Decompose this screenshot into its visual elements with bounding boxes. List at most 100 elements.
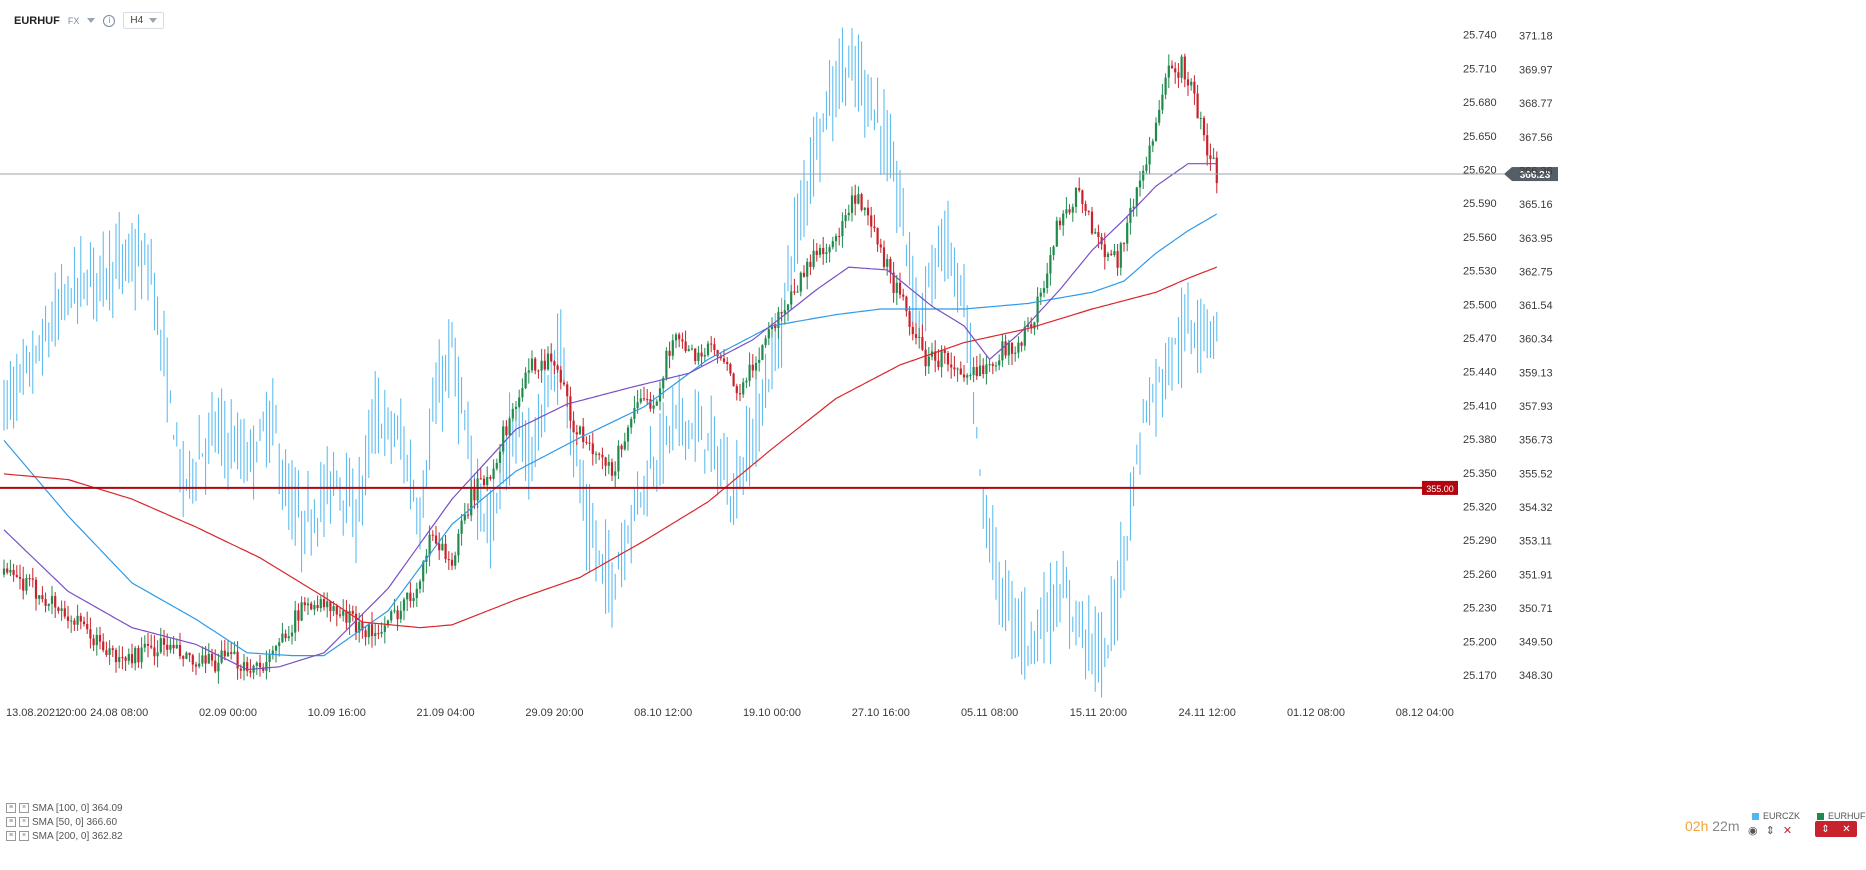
eurhuf-candle xyxy=(905,296,908,312)
eurhuf-candle xyxy=(652,405,655,409)
eurhuf-candle xyxy=(678,334,681,340)
eurhuf-candle xyxy=(886,258,889,267)
close-icon[interactable]: × xyxy=(19,817,29,827)
eurhuf-candle xyxy=(767,329,770,339)
eurhuf-controls[interactable]: ⇕ ✕ xyxy=(1815,821,1857,837)
eurhuf-candle xyxy=(137,647,140,663)
settings-icon[interactable]: ≡ xyxy=(6,831,16,841)
eurhuf-candle xyxy=(1020,342,1023,346)
eurhuf-candle xyxy=(473,488,476,501)
eurhuf-candle xyxy=(806,261,809,277)
eurhuf-candle xyxy=(998,360,1001,366)
eurhuf-candle xyxy=(1148,145,1151,165)
eurhuf-candle xyxy=(569,396,572,421)
eurhuf-candle xyxy=(431,534,434,536)
eurhuf-candle xyxy=(393,610,396,612)
legend-sma200: SMA [200, 0] 362.82 xyxy=(32,830,123,842)
eurhuf-candle xyxy=(274,646,278,651)
eurhuf-candle xyxy=(799,272,802,292)
eurhuf-candle xyxy=(908,311,911,327)
eurhuf-candle xyxy=(246,662,249,672)
eurhuf-candle xyxy=(550,353,553,362)
eurhuf-candle xyxy=(281,633,284,643)
eurhuf-candle xyxy=(914,334,918,338)
eurhuf-candle xyxy=(191,655,194,665)
eurhuf-candle xyxy=(710,343,713,345)
y-right-tick-label: 353.11 xyxy=(1519,536,1552,548)
eurhuf-candle xyxy=(582,426,585,443)
eurhuf-candle xyxy=(63,608,66,617)
eurhuf-candle xyxy=(783,310,786,314)
eurhuf-candle xyxy=(943,350,946,353)
chevron-down-icon[interactable] xyxy=(87,18,96,23)
eurhuf-candle xyxy=(34,579,38,599)
x-tick-label: 19.10 00:00 xyxy=(743,707,801,719)
eurhuf-candle xyxy=(12,570,15,576)
eurhuf-candle xyxy=(79,615,82,622)
settings-icon[interactable]: ≡ xyxy=(6,817,16,827)
close-icon[interactable]: × xyxy=(19,831,29,841)
eurhuf-candle xyxy=(306,603,310,606)
legend-row-sma50[interactable]: ≡ × SMA [50, 0] 366.60 xyxy=(6,815,123,829)
eurhuf-candle xyxy=(1142,170,1145,181)
info-icon[interactable]: i xyxy=(103,14,116,27)
y-left-tick-label: 25.260 xyxy=(1463,569,1497,581)
eurhuf-candle xyxy=(18,576,22,579)
eurhuf-candle xyxy=(895,282,898,293)
y-left-tick-label: 25.320 xyxy=(1463,502,1497,514)
symbol-label[interactable]: EURHUF xyxy=(14,14,60,27)
eurhuf-candle xyxy=(6,568,9,573)
eurhuf-candle xyxy=(956,368,959,370)
eurhuf-candle xyxy=(748,364,751,381)
eurhuf-candle xyxy=(1122,243,1126,245)
eurhuf-candle xyxy=(447,559,450,561)
settings-icon[interactable]: ≡ xyxy=(6,803,16,813)
close-icon[interactable]: ✕ xyxy=(1842,823,1851,835)
eurhuf-candle xyxy=(1004,341,1007,356)
eurhuf-candle xyxy=(1170,65,1174,69)
eurhuf-candle xyxy=(454,555,457,566)
y-left-tick-label: 25.620 xyxy=(1463,165,1497,177)
eurhuf-candle xyxy=(524,372,527,389)
eurhuf-candle xyxy=(818,248,822,255)
eurhuf-candle xyxy=(358,621,361,633)
series-label-eurczk: EURCZK xyxy=(1763,811,1801,821)
eurhuf-candle xyxy=(354,613,358,633)
x-tick-label: 10.09 16:00 xyxy=(308,707,366,719)
x-tick-label: 20:00 xyxy=(59,707,87,719)
eurhuf-candle xyxy=(646,399,649,401)
sort-icon[interactable]: ⇕ xyxy=(1765,825,1775,837)
y-right-tick-label: 354.32 xyxy=(1519,502,1553,514)
y-right-tick-label: 369.97 xyxy=(1519,65,1553,77)
eurhuf-candle xyxy=(383,625,386,632)
eurhuf-candle xyxy=(742,382,745,395)
eurhuf-candle xyxy=(812,250,815,267)
eurhuf-candle xyxy=(1113,251,1116,255)
close-icon[interactable]: ✕ xyxy=(1782,825,1793,837)
legend-sma100: SMA [100, 0] 364.09 xyxy=(32,802,123,814)
eurhuf-candle xyxy=(1174,68,1177,73)
eurhuf-candle xyxy=(633,407,636,419)
y-right-tick-label: 366.36 xyxy=(1519,165,1553,177)
eye-icon[interactable]: ◉ xyxy=(1748,825,1758,837)
eurhuf-candle xyxy=(1074,188,1078,207)
eurhuf-candle xyxy=(242,662,246,671)
eurhuf-candle xyxy=(700,352,703,357)
legend-row-sma200[interactable]: ≡ × SMA [200, 0] 362.82 xyxy=(6,829,123,843)
legend-row-sma100[interactable]: ≡ × SMA [100, 0] 364.09 xyxy=(6,801,123,815)
eurhuf-candle xyxy=(1042,288,1046,293)
chart-toolbar: EURHUF FX i H4 xyxy=(14,12,165,29)
scale-icon[interactable]: ⇕ xyxy=(1821,823,1830,835)
eurhuf-candle xyxy=(1106,253,1110,258)
eurhuf-candle xyxy=(991,364,994,366)
y-left-tick-label: 25.230 xyxy=(1463,603,1497,615)
eurhuf-candle xyxy=(348,611,351,623)
timeframe-select[interactable]: H4 xyxy=(123,12,165,29)
eurhuf-candle xyxy=(668,350,671,356)
close-icon[interactable]: × xyxy=(19,803,29,813)
eurhuf-candle xyxy=(585,442,588,444)
eurhuf-candle xyxy=(1215,157,1218,184)
eurhuf-candle xyxy=(236,651,239,669)
